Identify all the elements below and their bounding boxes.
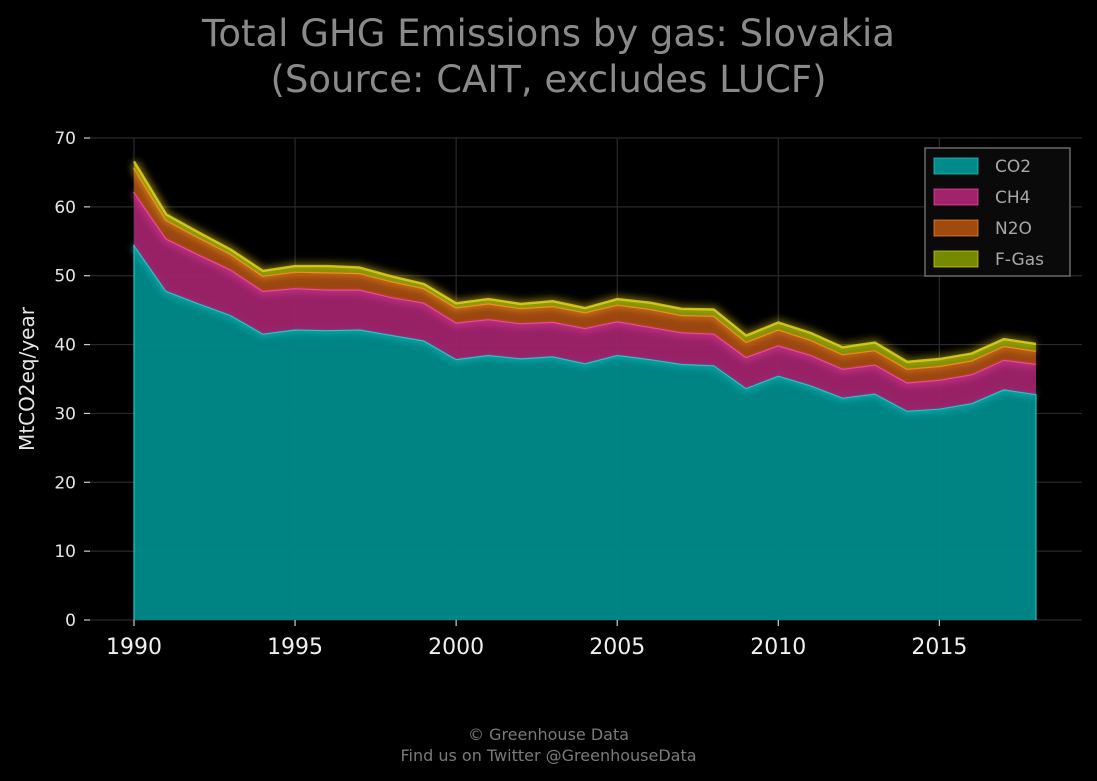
- y-tick-label: 20: [54, 473, 76, 493]
- y-tick-label: 70: [54, 129, 76, 149]
- legend-swatch: [933, 188, 979, 206]
- y-tick-label: 30: [54, 404, 76, 424]
- legend-label: CO2: [995, 157, 1031, 177]
- y-tick-label: 60: [54, 198, 76, 218]
- y-tick-label: 50: [54, 267, 76, 287]
- chart-title-line2: (Source: CAIT, excludes LUCF): [270, 58, 827, 101]
- x-tick-label: 2010: [750, 635, 806, 660]
- y-tick-label: 40: [54, 336, 76, 356]
- legend-swatch: [933, 219, 979, 237]
- x-tick-label: 2005: [589, 635, 645, 660]
- y-tick-label: 10: [54, 542, 76, 562]
- legend-swatch: [933, 157, 979, 175]
- stacked-areas: [130, 159, 1037, 620]
- chart-title-line1: Total GHG Emissions by gas: Slovakia: [202, 12, 895, 55]
- legend-swatch: [933, 250, 979, 268]
- footer-copyright: © Greenhouse Data: [467, 725, 630, 744]
- legend-label: F-Gas: [995, 250, 1044, 270]
- axes: 0 10 20 30 40 50 60 70 1990 1995 2000 2005 2010 2015 M…: [15, 129, 967, 660]
- x-tick-label: 2000: [428, 635, 484, 660]
- legend-label: CH4: [995, 188, 1030, 208]
- legend: CO2 CH4 N2O F-Gas: [924, 147, 1071, 277]
- legend-label: N2O: [995, 219, 1032, 239]
- x-tick-label: 2015: [911, 635, 967, 660]
- x-tick-label: 1990: [106, 635, 162, 660]
- area-edge-line: [132, 160, 1037, 363]
- area-co2: [134, 244, 1036, 620]
- footer-twitter: Find us on Twitter @GreenhouseData: [400, 746, 697, 765]
- y-axis-label: MtCO2eq/year: [15, 306, 39, 451]
- x-tick-label: 1995: [267, 635, 323, 660]
- y-tick-label: 0: [65, 611, 76, 631]
